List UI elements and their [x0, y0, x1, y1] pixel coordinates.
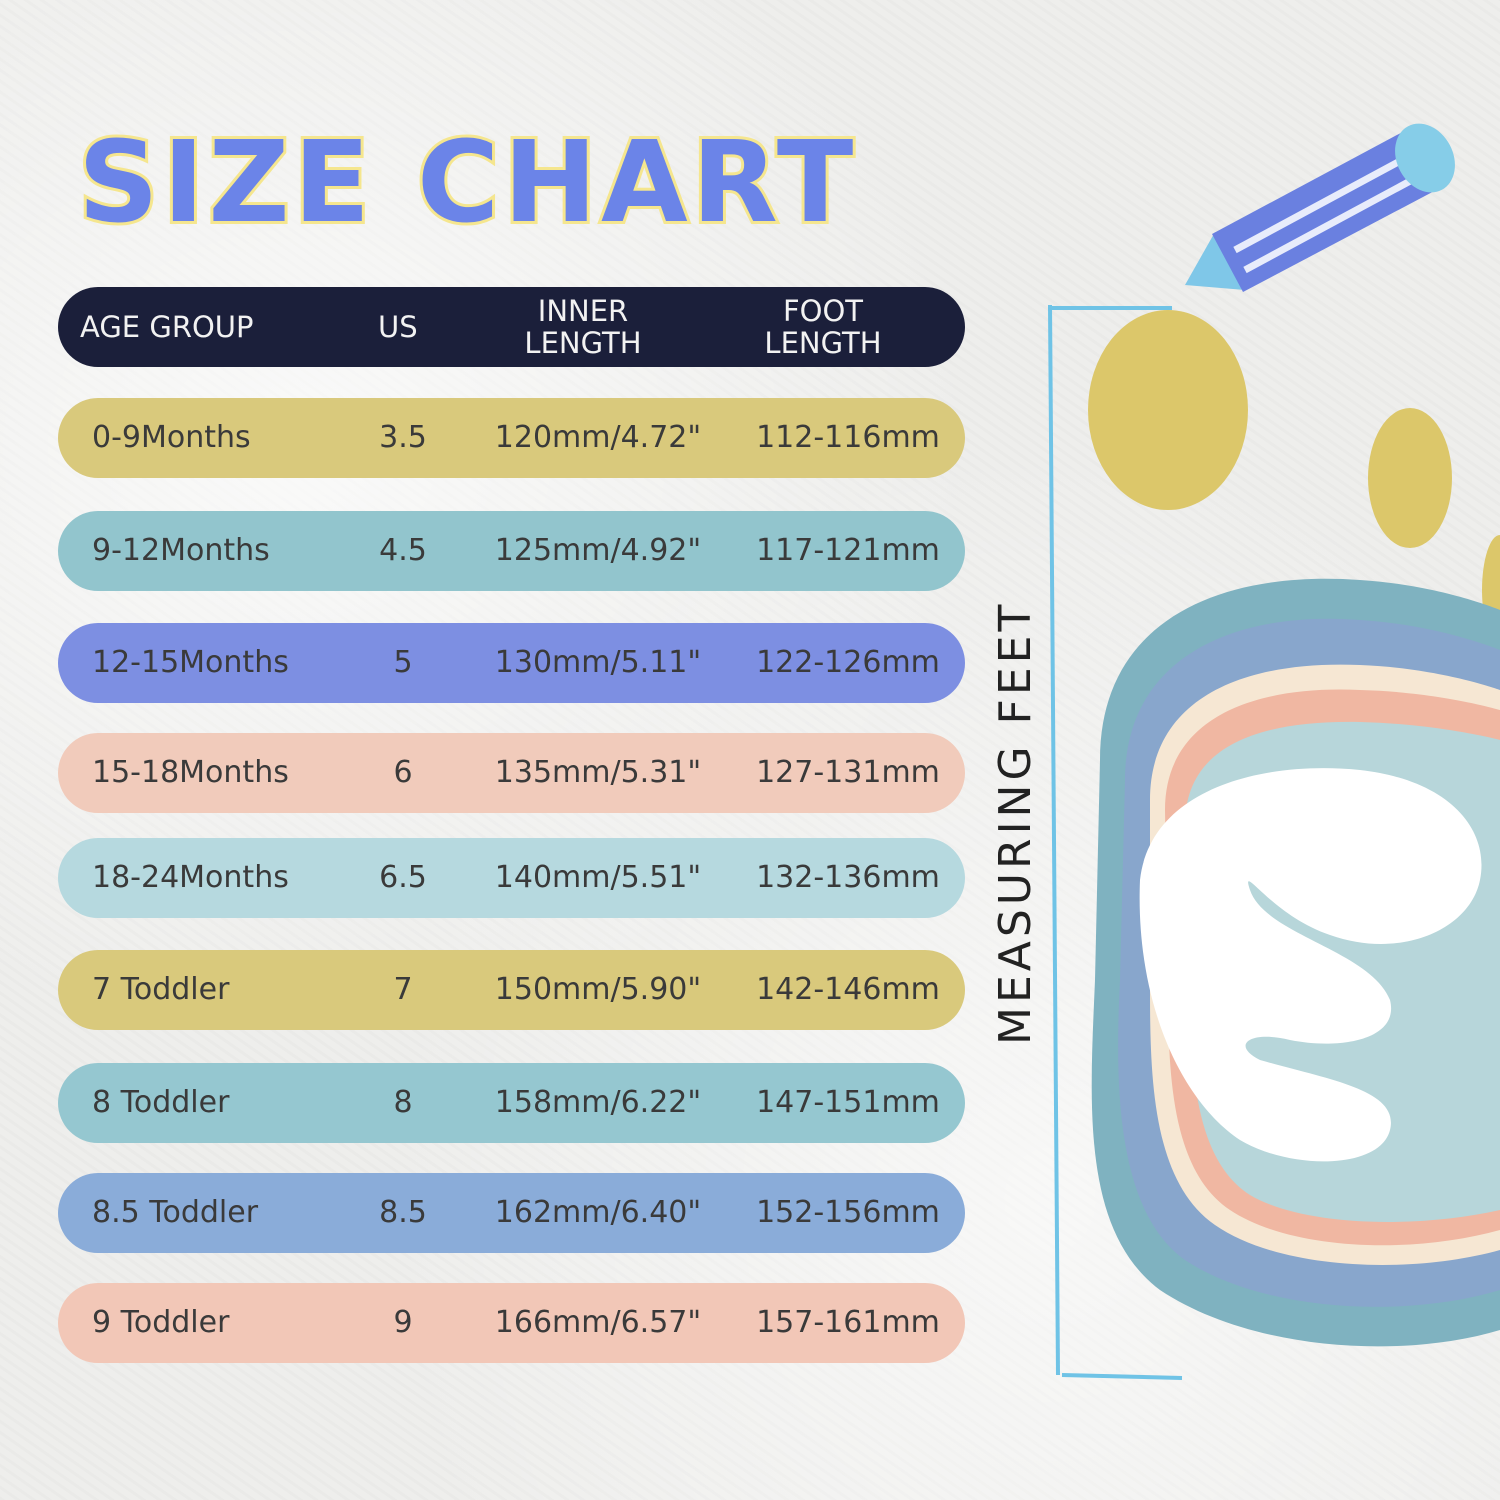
age-cell: 0-9Months	[92, 420, 251, 455]
measuring-feet-label: MEASURING FEET	[990, 600, 1041, 1045]
foot-length-cell: 152-156mm	[756, 1195, 940, 1230]
table-row: 7 Toddler 7 150mm/5.90" 142-146mm	[58, 950, 965, 1030]
table-row: 12-15Months 5 130mm/5.11" 122-126mm	[58, 623, 965, 703]
header-inner-length: INNER LENGTH	[524, 294, 642, 360]
inner-length-cell: 162mm/6.40"	[494, 1195, 702, 1230]
table-row: 15-18Months 6 135mm/5.31" 127-131mm	[58, 733, 965, 813]
toe-shape	[1368, 408, 1452, 548]
inner-length-cell: 166mm/6.57"	[494, 1305, 702, 1340]
us-size-cell: 8.5	[379, 1195, 427, 1230]
foot-length-cell: 132-136mm	[756, 860, 940, 895]
age-cell: 7 Toddler	[92, 972, 230, 1007]
us-size-cell: 3.5	[379, 420, 427, 455]
table-header: AGE GROUP US INNER LENGTH FOOT LENGTH	[58, 287, 965, 367]
age-cell: 8 Toddler	[92, 1085, 230, 1120]
us-size-cell: 8	[393, 1085, 413, 1120]
table-row: 8 Toddler 8 158mm/6.22" 147-151mm	[58, 1063, 965, 1143]
inner-length-cell: 130mm/5.11"	[494, 645, 702, 680]
age-cell: 8.5 Toddler	[92, 1195, 259, 1230]
inner-length-cell: 140mm/5.51"	[494, 860, 702, 895]
inner-length-cell: 125mm/4.92"	[494, 533, 702, 568]
age-cell: 9-12Months	[92, 533, 270, 568]
page-title: SIZE CHART	[75, 115, 858, 251]
measuring-line	[1048, 304, 1183, 1380]
table-row: 9-12Months 4.5 125mm/4.92" 117-121mm	[58, 511, 965, 591]
foot-length-cell: 142-146mm	[756, 972, 940, 1007]
inner-length-cell: 158mm/6.22"	[494, 1085, 702, 1120]
table-row: 9 Toddler 9 166mm/6.57" 157-161mm	[58, 1283, 965, 1363]
pencil-icon	[1185, 123, 1455, 292]
header-age-group: AGE GROUP	[80, 310, 254, 344]
foot-length-cell: 112-116mm	[756, 420, 940, 455]
us-size-cell: 6.5	[379, 860, 427, 895]
foot-length-cell: 147-151mm	[756, 1085, 940, 1120]
us-size-cell: 5	[393, 645, 413, 680]
header-foot-length: FOOT LENGTH	[764, 294, 882, 360]
table-row: 18-24Months 6.5 140mm/5.51" 132-136mm	[58, 838, 965, 918]
header-us: US	[378, 310, 418, 344]
us-size-cell: 6	[393, 755, 413, 790]
foot-length-cell: 122-126mm	[756, 645, 940, 680]
age-cell: 12-15Months	[92, 645, 289, 680]
foot-length-cell: 117-121mm	[756, 533, 940, 568]
toe-shape	[1088, 310, 1248, 510]
inner-length-cell: 150mm/5.90"	[494, 972, 702, 1007]
table-row: 0-9Months 3.5 120mm/4.72" 112-116mm	[58, 398, 965, 478]
age-cell: 15-18Months	[92, 755, 289, 790]
footprint-shape	[1091, 578, 1500, 1347]
table-row: 8.5 Toddler 8.5 162mm/6.40" 152-156mm	[58, 1173, 965, 1253]
inner-length-cell: 120mm/4.72"	[494, 420, 702, 455]
us-size-cell: 7	[393, 972, 413, 1007]
age-cell: 18-24Months	[92, 860, 289, 895]
us-size-cell: 4.5	[379, 533, 427, 568]
us-size-cell: 9	[393, 1305, 413, 1340]
foot-length-cell: 157-161mm	[756, 1305, 940, 1340]
inner-length-cell: 135mm/5.31"	[494, 755, 702, 790]
foot-length-cell: 127-131mm	[756, 755, 940, 790]
age-cell: 9 Toddler	[92, 1305, 230, 1340]
